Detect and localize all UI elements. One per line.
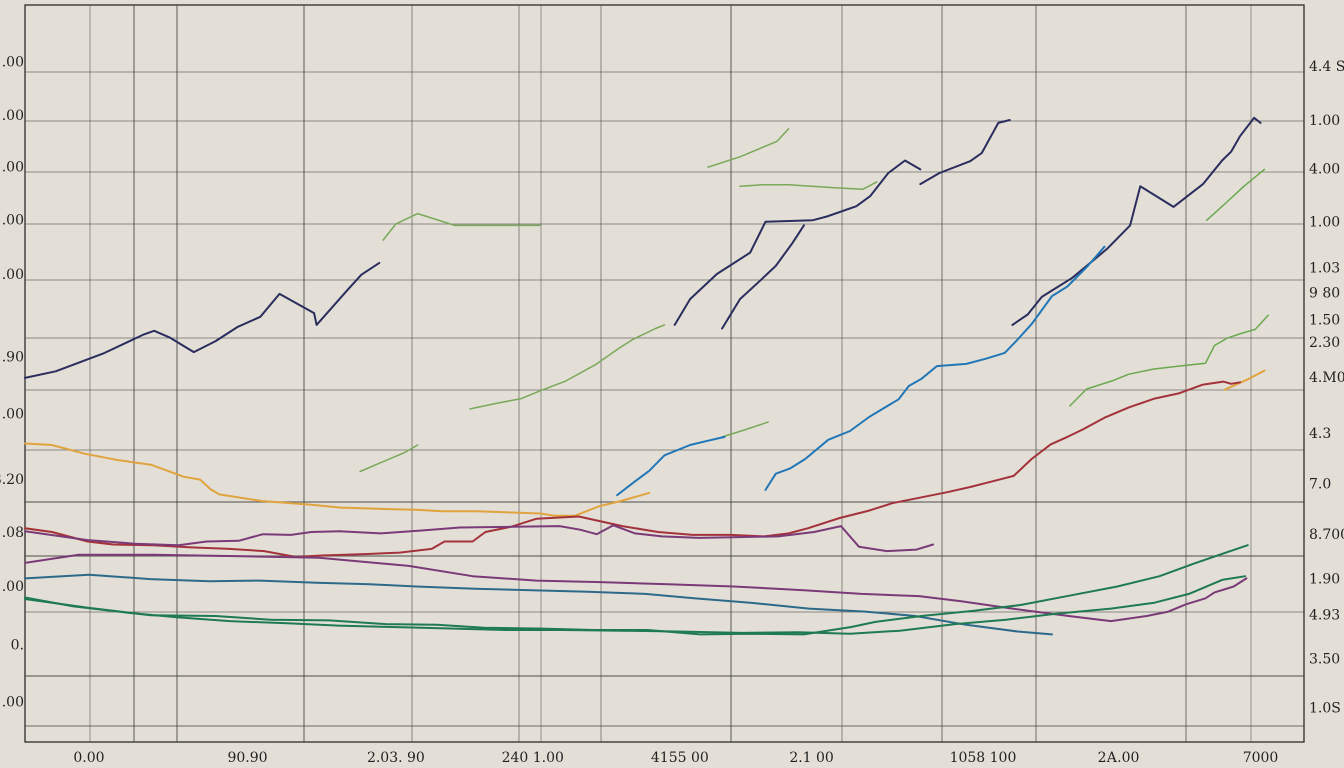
- series-line-24: [24, 575, 1247, 635]
- y-tick-label-right: 1.0S: [1309, 700, 1341, 716]
- y-tick-label-left: 0.: [11, 638, 24, 654]
- y-tick-label-left: 1.00: [0, 694, 24, 710]
- plot-frame: [24, 4, 1305, 743]
- y-tick-label-right: 1.03: [1309, 260, 1340, 276]
- y-tick-label-left: 9 .90: [0, 350, 24, 366]
- y-tick-label-left: 1.08: [0, 525, 24, 541]
- series-line-22: [24, 573, 1053, 636]
- y-tick-label-right: 4.93: [1309, 607, 1340, 623]
- x-tick-label: 1058 100: [950, 750, 1017, 766]
- x-tick-label: 90.90: [227, 750, 267, 766]
- series-line-18: [1223, 369, 1266, 391]
- series-line-1: [24, 261, 381, 379]
- y-tick-label-left: 3.20: [0, 472, 24, 488]
- x-tick-label: 2.03. 90: [367, 750, 425, 766]
- y-tick-label-right: 1.00: [1309, 215, 1340, 231]
- x-tick-label: 0.00: [73, 750, 104, 766]
- y-tick-label-right: 4.3: [1309, 426, 1331, 442]
- series-line-10: [359, 444, 419, 473]
- series-line-9: [739, 181, 878, 191]
- series-line-7: [469, 324, 666, 410]
- series-line-5: [1011, 116, 1262, 326]
- y-tick-label-right: 1.00: [1309, 113, 1340, 129]
- series-line-3: [721, 224, 805, 330]
- y-tick-label-left: .00: [2, 267, 24, 283]
- series-line-21: [24, 553, 1248, 623]
- series-line-20: [24, 524, 935, 553]
- series-line-4: [919, 119, 1011, 186]
- y-tick-label-right: 3.50: [1309, 652, 1340, 668]
- series-line-13: [1069, 314, 1269, 407]
- x-tick-label: 7000: [1243, 750, 1279, 766]
- series-line-23: [24, 544, 1249, 636]
- series-line-14: [616, 435, 726, 497]
- y-tick-label-right: 4.М00: [1309, 370, 1344, 386]
- y-tick-label-right: 2.30: [1309, 335, 1340, 351]
- series-line-15: [764, 245, 1106, 491]
- series-line-19: [24, 380, 1241, 558]
- y-tick-label-left: 1.00: [0, 406, 24, 422]
- y-tick-label-left: 1.00: [0, 212, 24, 228]
- y-tick-label-right: 4.00: [1309, 162, 1340, 178]
- y-tick-label-right: 7.0: [1309, 476, 1331, 492]
- y-tick-label-right: 4.4 S0: [1309, 59, 1344, 75]
- x-tick-label: 240 1.00: [502, 750, 564, 766]
- y-tick-label-right: 8.700: [1309, 527, 1344, 543]
- y-tick-label-right: 9 80: [1309, 285, 1340, 301]
- series-line-12: [1206, 168, 1266, 221]
- x-tick-label: 2А.00: [1098, 750, 1140, 766]
- series-line-16: [24, 442, 651, 517]
- x-tick-label: 4155 00: [651, 750, 709, 766]
- series-line-6: [382, 212, 542, 241]
- y-tick-label-right: 1.50: [1309, 313, 1340, 329]
- y-tick-label-left: .00: [2, 579, 24, 595]
- x-tick-label: 2.1 00: [789, 750, 834, 766]
- series-line-8: [707, 128, 790, 168]
- y-tick-label-right: 1.90: [1309, 571, 1340, 587]
- series-line-2: [673, 159, 922, 326]
- y-tick-label-left: 1.00: [0, 108, 24, 124]
- y-tick-label-left: 1.00: [0, 159, 24, 175]
- y-tick-label-left: 1.00: [0, 55, 24, 71]
- series-line-11: [721, 421, 769, 438]
